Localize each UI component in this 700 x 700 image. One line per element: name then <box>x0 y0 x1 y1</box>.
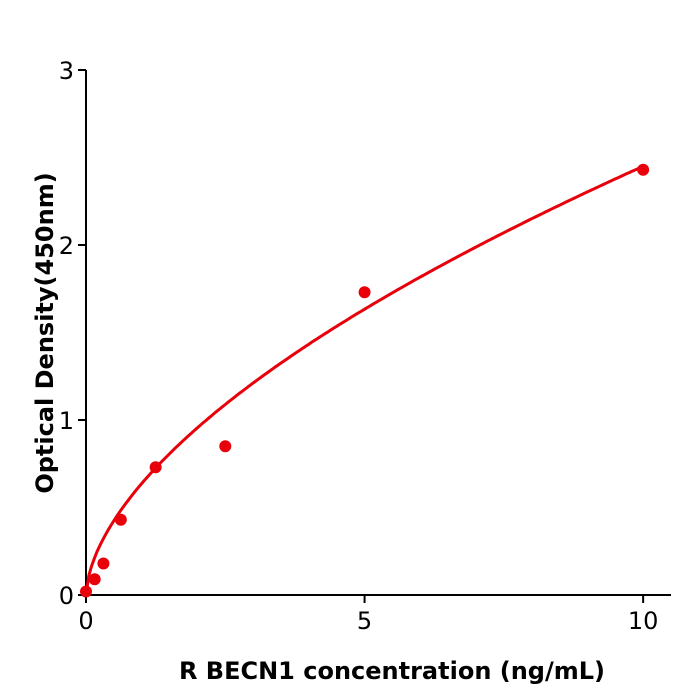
data-point <box>358 286 371 299</box>
x-tick-label: 0 <box>78 607 93 635</box>
data-point <box>637 163 650 176</box>
y-tick-label: 1 <box>59 407 74 435</box>
data-point <box>149 461 162 474</box>
data-point <box>97 557 110 570</box>
fit-curve <box>84 164 644 596</box>
y-tick-label: 0 <box>59 582 74 610</box>
x-tick-label: 5 <box>357 607 372 635</box>
data-point <box>80 585 92 598</box>
data-point <box>88 573 101 586</box>
data-point <box>114 513 127 526</box>
data-point <box>219 440 232 453</box>
y-tick-label: 3 <box>59 57 74 85</box>
x-axis-label: R BECN1 concentration (ng/mL) <box>179 657 605 685</box>
y-axis-label: Optical Density(450nm) <box>31 172 59 493</box>
y-tick-label: 2 <box>59 232 74 260</box>
data-points <box>80 163 650 598</box>
x-tick-label: 10 <box>628 607 659 635</box>
axes: 0 5 10 0 1 2 3 <box>59 57 671 635</box>
